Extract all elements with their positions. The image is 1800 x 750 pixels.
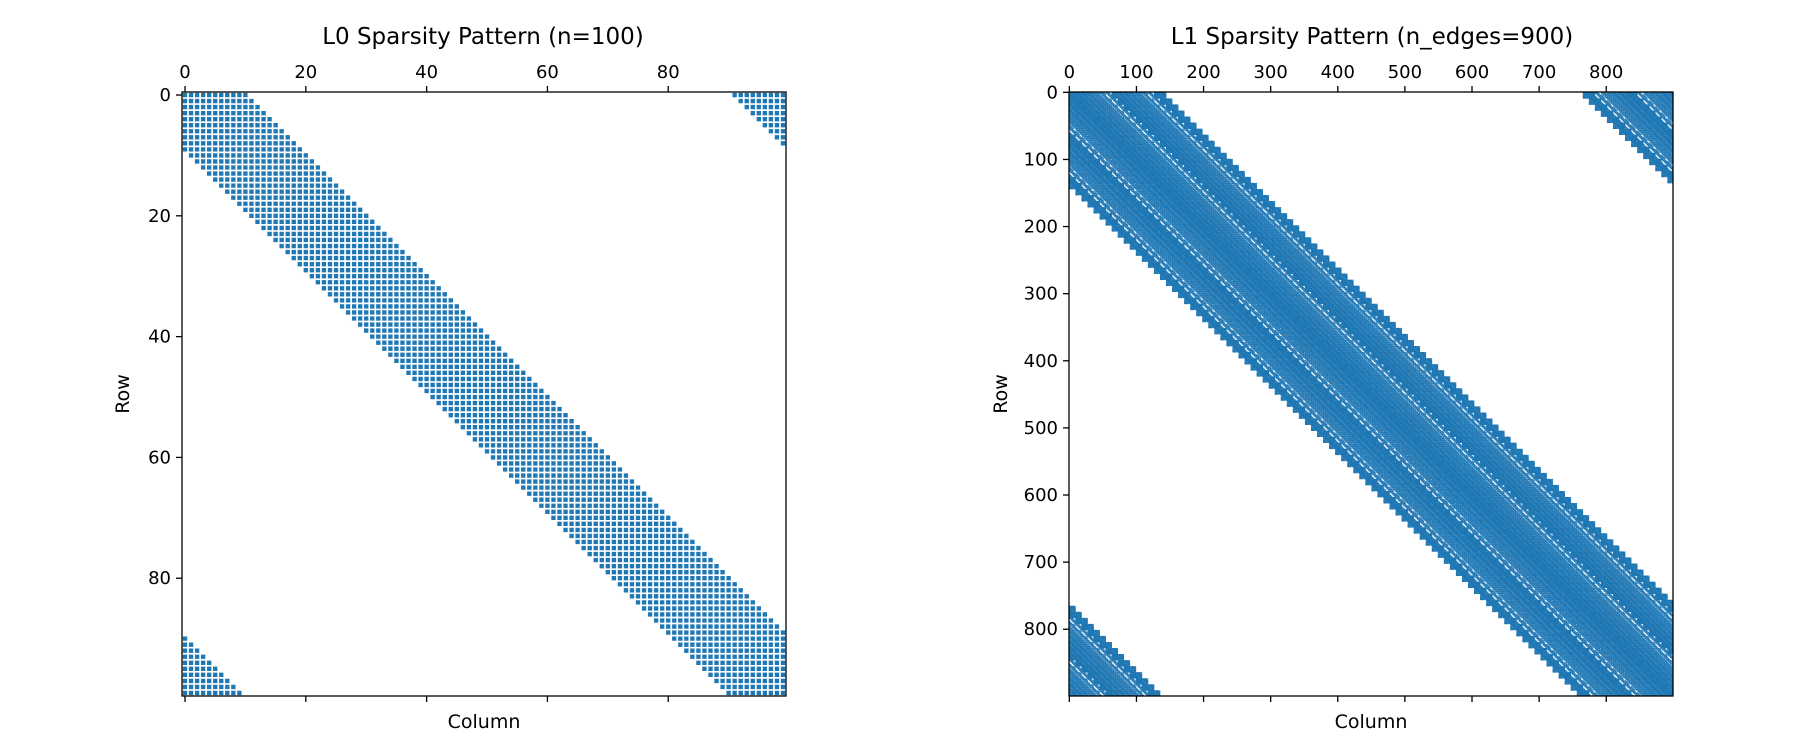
l1-x-tick-label: 600 bbox=[1455, 62, 1489, 83]
l0-x-tick-label: 0 bbox=[179, 62, 190, 83]
l1-y-tick-label: 600 bbox=[1024, 485, 1058, 506]
l1-x-tick-label: 700 bbox=[1522, 62, 1556, 83]
l0-y-tick-label: 60 bbox=[148, 447, 171, 468]
l1-title: L1 Sparsity Pattern (n_edges=900) bbox=[1171, 24, 1574, 50]
l1-x-tick-label: 300 bbox=[1253, 62, 1287, 83]
l1-x-tick-label: 400 bbox=[1321, 62, 1355, 83]
l1-y-tick-label: 700 bbox=[1024, 552, 1058, 573]
l0-y-tick-label: 40 bbox=[148, 327, 171, 348]
l0-y-tick-label: 0 bbox=[160, 85, 171, 106]
l0-y-tick-label: 80 bbox=[148, 568, 171, 589]
l0-y-tick-label: 20 bbox=[148, 206, 171, 227]
l1-y-tick-label: 0 bbox=[1047, 82, 1058, 103]
l1-x-tick-label: 800 bbox=[1589, 62, 1623, 83]
l0-y-axis-label: Row bbox=[112, 374, 134, 414]
l0-x-tick-label: 60 bbox=[536, 62, 559, 83]
l0-title: L0 Sparsity Pattern (n=100) bbox=[322, 24, 644, 50]
l1-x-tick-label: 0 bbox=[1064, 62, 1075, 83]
l1-x-tick-label: 200 bbox=[1186, 62, 1220, 83]
l0-x-tick-label: 40 bbox=[415, 62, 438, 83]
l1-y-tick-label: 400 bbox=[1024, 351, 1058, 372]
l1-y-tick-label: 800 bbox=[1024, 619, 1058, 640]
l1-y-tick-label: 100 bbox=[1024, 149, 1058, 170]
l1-x-tick-label: 100 bbox=[1119, 62, 1153, 83]
l1-y-tick-label: 300 bbox=[1024, 284, 1058, 305]
l0-x-axis-label: Column bbox=[448, 711, 521, 733]
l0-x-tick-label: 20 bbox=[294, 62, 317, 83]
l1-y-tick-label: 500 bbox=[1024, 418, 1058, 439]
l0-x-tick-label: 80 bbox=[657, 62, 680, 83]
l1-y-tick-label: 200 bbox=[1024, 217, 1058, 238]
l1-x-axis-label: Column bbox=[1335, 711, 1408, 733]
l1-x-tick-label: 500 bbox=[1388, 62, 1422, 83]
l1-y-axis-label: Row bbox=[990, 374, 1012, 414]
